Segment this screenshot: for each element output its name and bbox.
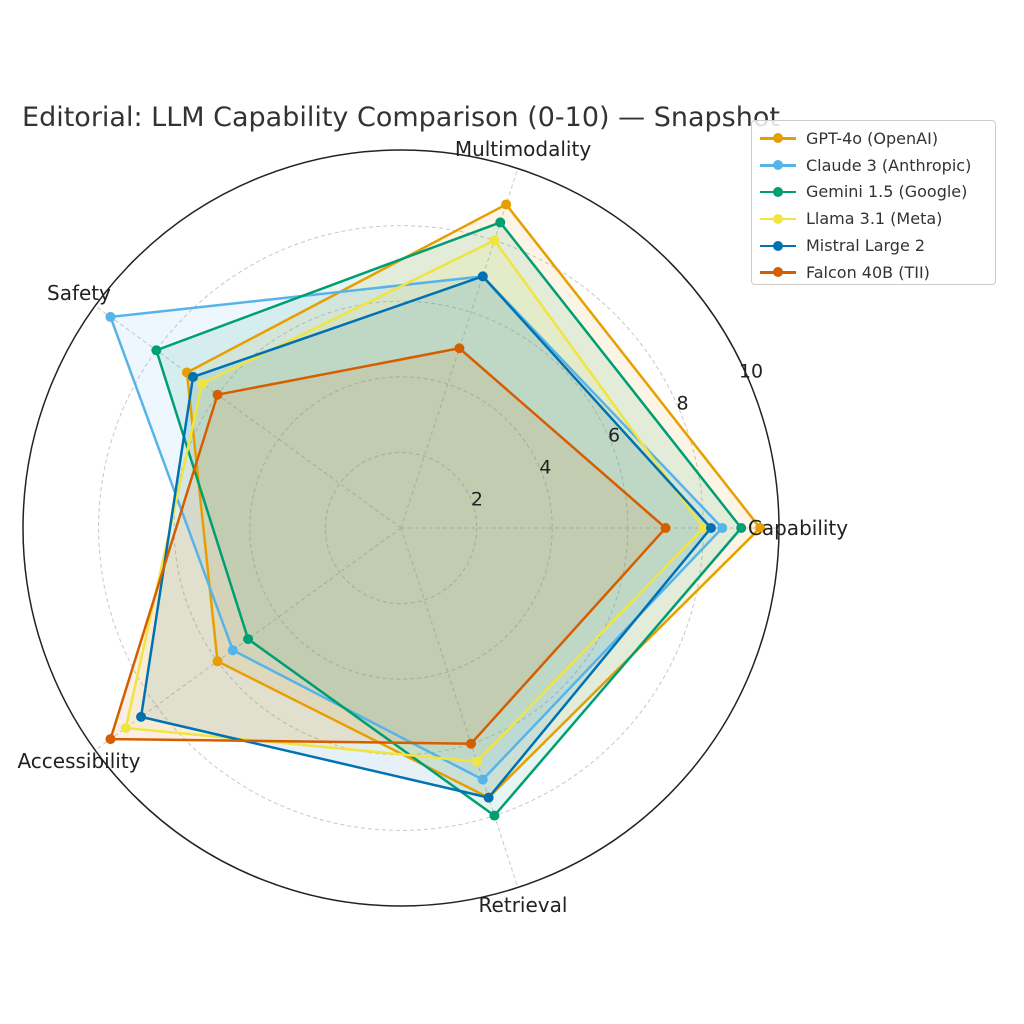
data-point — [483, 792, 494, 803]
data-point — [243, 634, 254, 645]
data-point — [212, 389, 223, 400]
legend-item: Mistral Large 2 — [760, 232, 987, 259]
axis-label-retrieval: Retrieval — [479, 893, 568, 917]
series-line — [124, 239, 705, 763]
radial-tick-label: 2 — [471, 489, 483, 511]
series-fill — [110, 276, 723, 780]
data-point — [501, 199, 512, 210]
grid-circle — [249, 376, 553, 680]
outer-circle — [22, 149, 780, 907]
legend-item: Gemini 1.5 (Google) — [760, 179, 987, 206]
data-point — [495, 217, 506, 228]
data-point — [136, 711, 147, 722]
legend-item: Claude 3 (Anthropic) — [760, 152, 987, 179]
data-point — [736, 523, 747, 533]
legend-label: Claude 3 (Anthropic) — [806, 155, 972, 175]
data-point — [489, 810, 500, 821]
data-point — [188, 371, 199, 382]
legend: GPT-4o (OpenAI) Claude 3 (Anthropic) Gemin… — [751, 120, 996, 285]
grid-circle — [324, 451, 478, 605]
legend-swatch — [760, 132, 796, 144]
legend-item: GPT-4o (OpenAI) — [760, 125, 987, 152]
data-point — [705, 523, 716, 533]
series-line — [155, 221, 743, 817]
radial-tick-label: 10 — [739, 361, 763, 383]
series-line — [185, 203, 762, 799]
series-fill — [110, 348, 666, 744]
data-point — [105, 311, 116, 322]
data-point — [120, 722, 131, 733]
series-fill — [125, 240, 704, 762]
data-point — [227, 645, 238, 656]
data-point — [717, 523, 728, 533]
axis-spoke — [400, 527, 519, 888]
legend-swatch — [760, 213, 796, 225]
data-point — [660, 523, 671, 533]
axis-label-capability: Capability — [748, 516, 848, 540]
chart-title: Editorial: LLM Capability Comparison (0-… — [22, 102, 780, 133]
radial-tick-label: 6 — [608, 425, 620, 447]
data-point — [212, 656, 223, 667]
legend-item: Llama 3.1 (Meta) — [760, 205, 987, 232]
data-point — [477, 271, 488, 282]
data-point — [105, 734, 116, 745]
axis-spoke — [94, 305, 402, 529]
legend-swatch — [760, 240, 796, 252]
legend-label: Mistral Large 2 — [806, 236, 926, 256]
legend-label: Gemini 1.5 (Google) — [806, 182, 968, 202]
data-point — [197, 378, 208, 389]
legend-label: Falcon 40B (TII) — [806, 262, 930, 282]
legend-item: Falcon 40B (TII) — [760, 259, 987, 286]
axis-label-accessibility: Accessibility — [17, 749, 140, 773]
legend-swatch — [760, 186, 796, 198]
data-point — [698, 523, 709, 533]
series-line — [139, 275, 713, 799]
axis-label-multimodality: Multimodality — [455, 137, 592, 161]
data-point — [477, 774, 488, 785]
radial-tick-label: 4 — [539, 457, 551, 479]
data-point — [489, 235, 500, 246]
data-point — [471, 756, 482, 767]
radial-tick-label: 8 — [676, 393, 688, 415]
series-fill — [186, 204, 761, 798]
series-line — [109, 275, 724, 781]
axis-spoke — [94, 527, 402, 751]
data-point — [755, 523, 766, 533]
legend-label: Llama 3.1 (Meta) — [806, 209, 943, 229]
legend-swatch — [760, 159, 796, 171]
data-point — [466, 738, 477, 749]
data-point — [151, 345, 162, 356]
legend-swatch — [760, 266, 796, 278]
axis-label-safety: Safety — [47, 281, 111, 305]
data-point — [454, 343, 465, 354]
series-line — [109, 347, 667, 745]
legend-label: GPT-4o (OpenAI) — [806, 128, 939, 148]
